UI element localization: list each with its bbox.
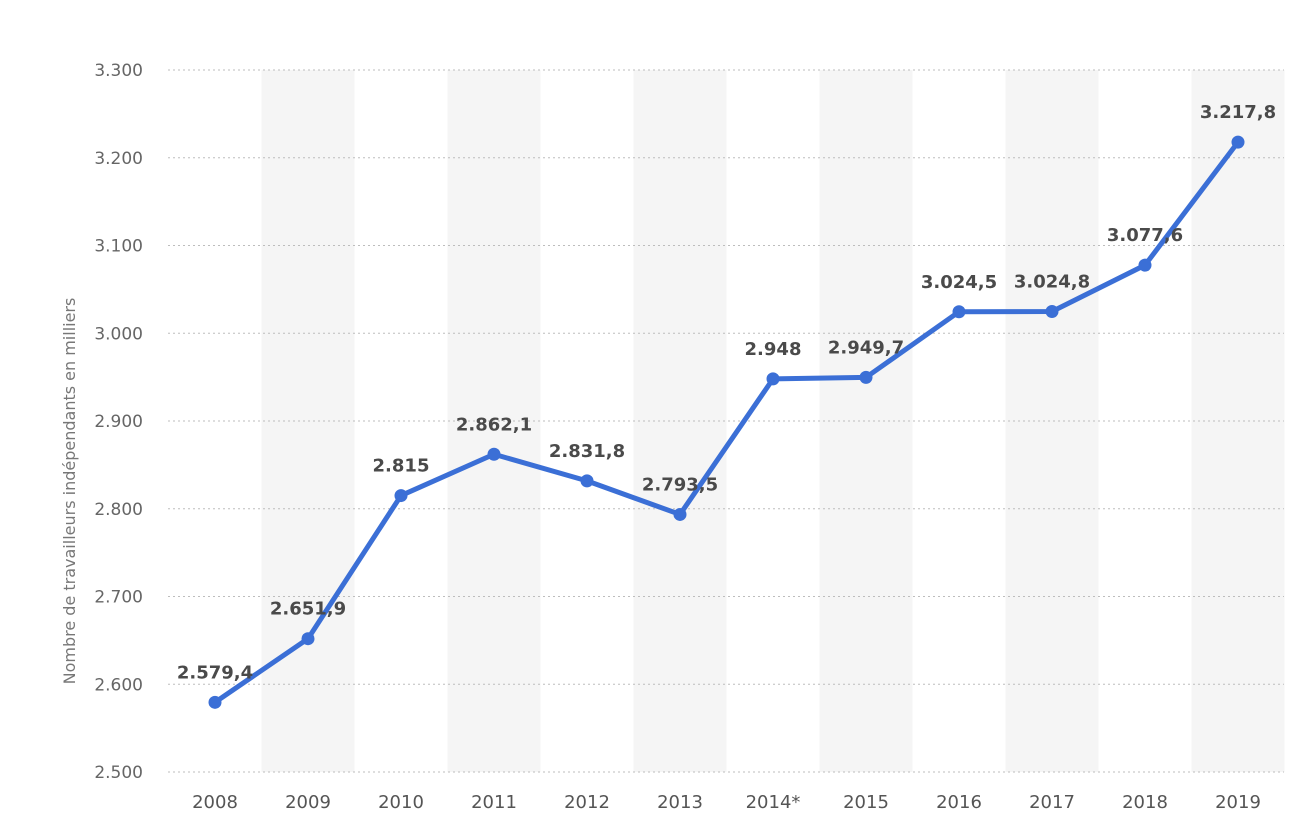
data-point (301, 632, 315, 646)
data-point (394, 489, 408, 503)
gridlines (168, 69, 1284, 773)
data-point (1045, 304, 1059, 318)
data-point (952, 305, 966, 319)
data-point (1231, 135, 1245, 149)
series-group (208, 135, 1245, 709)
data-label: 2.831,8 (549, 441, 625, 462)
data-point (859, 370, 873, 384)
x-tick-label: 2012 (564, 792, 610, 813)
x-tick-label: 2014* (746, 792, 801, 813)
y-tick-label: 2.900 (94, 412, 143, 432)
x-tick-label: 2019 (1215, 792, 1261, 813)
data-label: 3.024,8 (1014, 271, 1090, 292)
data-point (487, 447, 501, 461)
data-point (208, 695, 222, 709)
y-tick-label: 3.200 (94, 149, 143, 169)
y-tick-label: 3.000 (94, 324, 143, 344)
data-labels: 2.579,4 2.651,9 2.815 2.862,1 2.831,8 2.793,5… (177, 102, 1276, 683)
y-tick-label: 2.800 (94, 500, 143, 520)
y-axis-title: Nombre de travailleurs indépendants en m… (60, 298, 79, 685)
data-label: 2.949,7 (828, 337, 904, 358)
y-tick-label: 2.500 (94, 763, 143, 783)
data-label: 2.793,5 (642, 474, 718, 495)
y-tick-label: 3.100 (94, 237, 143, 257)
x-tick-label: 2013 (657, 792, 703, 813)
data-label: 3.217,8 (1200, 102, 1276, 123)
x-tick-label: 2008 (192, 792, 238, 813)
data-point (580, 474, 594, 488)
data-label: 3.077,6 (1107, 225, 1183, 246)
x-tick-label: 2010 (378, 792, 424, 813)
x-tick-label: 2011 (471, 792, 517, 813)
data-point (766, 372, 780, 386)
x-axis-ticks: 2008 2009 2010 2011 2012 2013 2014* 2015 2016 201… (192, 792, 1261, 813)
data-label: 2.862,1 (456, 414, 532, 435)
y-tick-label: 2.700 (94, 588, 143, 608)
series-line (212, 139, 1241, 705)
y-tick-label: 3.300 (94, 61, 143, 81)
y-axis-ticks: 2.500 2.600 2.700 2.800 2.900 3.000 3.100 3.200… (94, 61, 143, 783)
data-label: 2.579,4 (177, 662, 253, 683)
x-tick-label: 2016 (936, 792, 982, 813)
data-point (1138, 258, 1152, 272)
x-tick-label: 2015 (843, 792, 889, 813)
data-label: 2.815 (373, 456, 430, 477)
x-tick-label: 2018 (1122, 792, 1168, 813)
data-point (673, 507, 687, 521)
x-tick-label: 2009 (285, 792, 331, 813)
data-label: 3.024,5 (921, 272, 997, 293)
data-label: 2.651,9 (270, 599, 346, 620)
x-tick-label: 2017 (1029, 792, 1075, 813)
data-label: 2.948 (745, 339, 802, 360)
y-tick-label: 2.600 (94, 675, 143, 695)
